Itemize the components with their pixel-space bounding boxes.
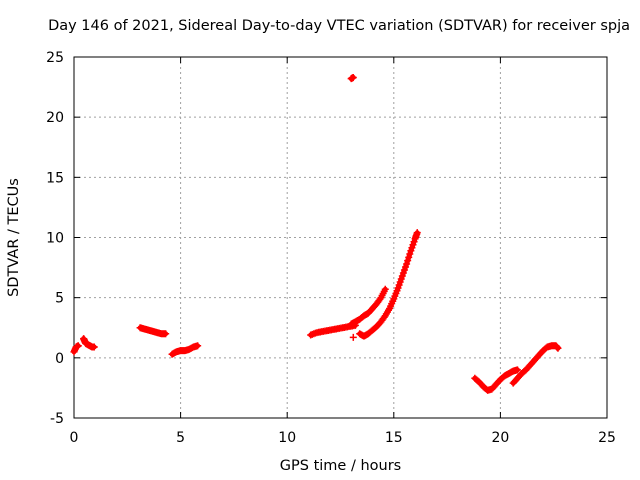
chart-title: Day 146 of 2021, Sidereal Day-to-day VTE… <box>48 18 630 34</box>
data-point <box>406 250 414 258</box>
data-point <box>74 342 82 350</box>
data-point <box>413 229 421 237</box>
y-tick-label: 15 <box>46 170 64 186</box>
y-tick-label: 5 <box>55 291 64 307</box>
y-tick-label: 0 <box>55 351 64 367</box>
data-point <box>349 73 357 81</box>
y-tick-label: 10 <box>46 231 64 247</box>
x-tick-label: 5 <box>176 430 185 446</box>
data-point <box>376 295 384 303</box>
y-axis-label: SDTVAR / TECUs <box>6 178 22 297</box>
data-point <box>381 285 389 293</box>
x-tick-label: 10 <box>278 430 296 446</box>
y-tick-label: 25 <box>46 50 64 66</box>
x-tick-label: 0 <box>70 430 79 446</box>
data-point <box>513 366 521 374</box>
data-point <box>162 330 170 338</box>
x-tick-label: 20 <box>491 430 509 446</box>
x-tick-label: 25 <box>598 430 616 446</box>
y-tick-label: 20 <box>46 110 64 126</box>
x-axis-label: GPS time / hours <box>280 458 401 474</box>
data-point <box>90 343 98 351</box>
data-point <box>405 253 413 261</box>
y-tick-label: -5 <box>50 411 64 427</box>
data-point <box>554 344 562 352</box>
data-point <box>194 342 202 350</box>
data-point <box>349 333 357 341</box>
data-point <box>404 257 412 265</box>
data-point <box>403 260 411 268</box>
x-tick-label: 15 <box>385 430 403 446</box>
